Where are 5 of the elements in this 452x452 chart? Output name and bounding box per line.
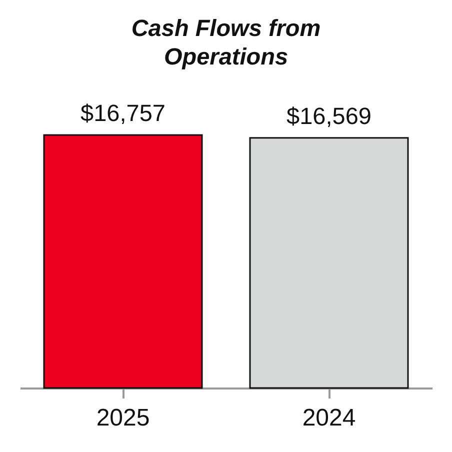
chart-title: Cash Flows from Operations (131, 15, 321, 70)
data-label: $16,757 (80, 100, 166, 126)
x-tick-label: 2025 (96, 404, 150, 432)
x-tick-label: 2024 (302, 404, 356, 432)
data-label: $16,569 (286, 102, 372, 129)
